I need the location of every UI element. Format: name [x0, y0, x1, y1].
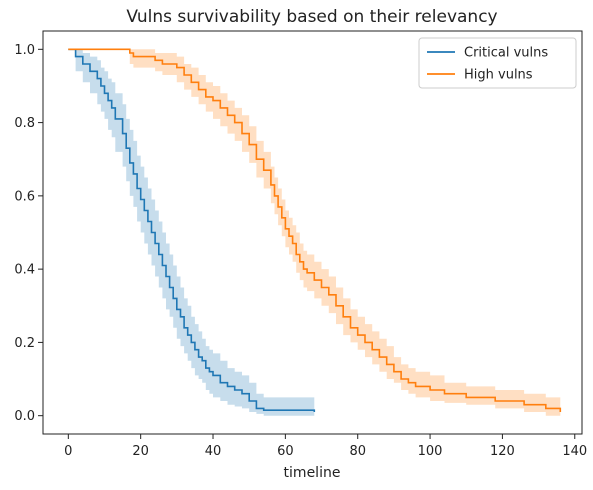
confidence-bands	[68, 49, 561, 416]
y-tick-label: 0.2	[14, 336, 35, 351]
x-tick-label: 100	[418, 444, 443, 459]
legend: Critical vulns High vulns	[418, 37, 577, 89]
survival-lines	[68, 48, 562, 412]
y-tick-label: 1.0	[14, 43, 35, 58]
x-axis-title: timeline	[284, 465, 341, 481]
chart-title: Vulns survivability based on their relev…	[126, 7, 497, 27]
series-1-ci-band	[68, 49, 561, 416]
x-tick-label: 120	[490, 444, 515, 459]
x-tick-label: 40	[205, 444, 222, 459]
series-0-ci-band	[68, 49, 315, 416]
y-tick-label: 0.6	[14, 189, 35, 204]
legend-label: High vulns	[464, 68, 533, 83]
y-tick-label: 0.8	[14, 116, 35, 131]
x-axis: 0 20 40 60 80 100 120 140	[64, 434, 587, 459]
x-tick-label: 60	[277, 444, 294, 459]
series-1-line	[68, 48, 562, 412]
x-tick-label: 0	[64, 444, 72, 459]
series-0-line	[68, 48, 316, 412]
x-tick-label: 80	[349, 444, 366, 459]
legend-box	[418, 37, 577, 89]
x-tick-label: 20	[132, 444, 149, 459]
legend-label: Critical vulns	[464, 46, 548, 61]
plot-frame	[42, 30, 583, 435]
x-tick-label: 140	[562, 444, 587, 459]
y-tick-label: 0.0	[14, 409, 35, 424]
y-tick-label: 0.4	[14, 263, 35, 278]
y-axis: 0.0 0.2 0.4 0.6 0.8 1.0	[14, 43, 43, 424]
